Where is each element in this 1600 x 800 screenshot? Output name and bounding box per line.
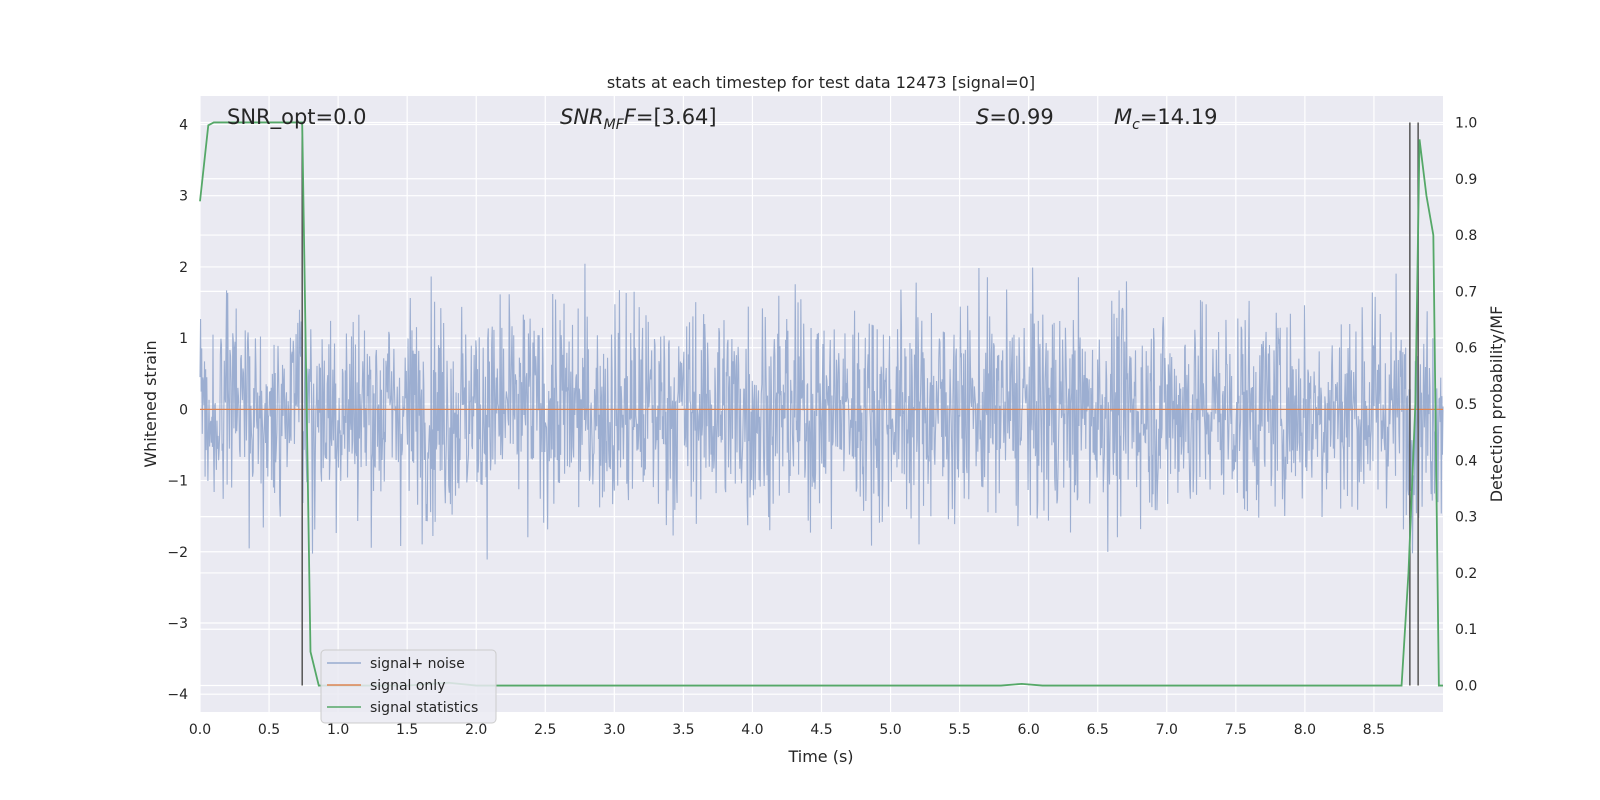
x-tick-label: 6.0 xyxy=(1018,722,1040,738)
x-tick-label: 3.5 xyxy=(672,722,694,738)
series-signal-noise xyxy=(199,263,1444,560)
x-tick-label: 0.5 xyxy=(258,722,280,738)
x-tick-label: 7.0 xyxy=(1156,722,1178,738)
chart-title: stats at each timestep for test data 124… xyxy=(607,73,1035,92)
y2-tick-label: 0.1 xyxy=(1455,622,1477,638)
x-tick-label: 4.5 xyxy=(810,722,832,738)
snr-mf-annotation: SNRMFF=[3.64] xyxy=(560,105,717,133)
legend-label-signal-noise: signal+ noise xyxy=(370,656,465,672)
x-tick-label: 8.5 xyxy=(1363,722,1385,738)
x-tick-label: 8.0 xyxy=(1294,722,1316,738)
mc-annotation: Mc=14.19 xyxy=(1114,105,1218,133)
y2-tick-label: 0.0 xyxy=(1455,679,1477,695)
x-tick-label: 2.5 xyxy=(534,722,556,738)
y-tick-label: −1 xyxy=(167,474,188,490)
legend-label-signal-statistics: signal statistics xyxy=(370,700,478,716)
y2-tick-label: 0.4 xyxy=(1455,453,1477,469)
x-tick-label: 5.5 xyxy=(948,722,970,738)
legend: signal+ noise signal only signal statist… xyxy=(320,649,497,724)
y2-tick-label: 0.2 xyxy=(1455,566,1477,582)
y-axis-label: Whitened strain xyxy=(141,340,160,467)
x-tick-label: 2.0 xyxy=(465,722,487,738)
y-tick-label: 1 xyxy=(179,331,188,347)
x-tick-label: 6.5 xyxy=(1087,722,1109,738)
y2-tick-label: 0.5 xyxy=(1455,397,1477,413)
y2-tick-labels: 1.0 0.9 0.8 0.7 0.6 0.5 0.4 0.3 0.2 0.1 0.0 xyxy=(1455,115,1477,694)
legend-label-signal-only: signal only xyxy=(370,678,445,694)
x-tick-label: 3.0 xyxy=(603,722,625,738)
y-tick-label: 2 xyxy=(179,260,188,276)
y-tick-label: 4 xyxy=(179,117,188,133)
y2-tick-label: 0.8 xyxy=(1455,228,1477,244)
s-annotation: S=0.99 xyxy=(976,105,1054,129)
x-tick-label: 7.5 xyxy=(1225,722,1247,738)
x-tick-label: 0.0 xyxy=(189,722,211,738)
grid xyxy=(199,96,1443,712)
signal-statistics-line xyxy=(199,121,1443,687)
y-tick-label: −4 xyxy=(167,687,188,703)
signal-noise-line xyxy=(199,263,1444,560)
series-signal-statistics xyxy=(199,121,1443,687)
y-tick-label: −3 xyxy=(167,616,188,632)
y-tick-label: −2 xyxy=(167,545,188,561)
x-tick-label: 5.0 xyxy=(879,722,901,738)
y-tick-label: 3 xyxy=(179,189,188,205)
y2-tick-label: 0.9 xyxy=(1455,172,1477,188)
y-tick-labels: 4 3 2 1 0 −1 −2 −3 −4 xyxy=(167,117,188,703)
y2-tick-label: 0.6 xyxy=(1455,341,1477,357)
y2-tick-label: 1.0 xyxy=(1455,115,1477,131)
x-tick-label: 1.0 xyxy=(327,722,349,738)
y2-tick-label: 0.7 xyxy=(1455,284,1477,300)
legend-box xyxy=(320,649,497,724)
snr-opt-annotation: SNR_opt=0.0 xyxy=(227,105,367,130)
x-axis-label: Time (s) xyxy=(787,747,853,766)
y2-tick-label: 0.3 xyxy=(1455,510,1477,526)
x-tick-label: 1.5 xyxy=(396,722,418,738)
y-tick-label: 0 xyxy=(179,402,188,418)
x-tick-labels: 0.0 0.5 1.0 1.5 2.0 2.5 3.0 3.5 4.0 4.5 5.0 5.5 6.0 6… xyxy=(189,722,1385,738)
x-tick-label: 4.0 xyxy=(741,722,763,738)
y2-axis-label: Detection probability/MF xyxy=(1487,306,1506,503)
